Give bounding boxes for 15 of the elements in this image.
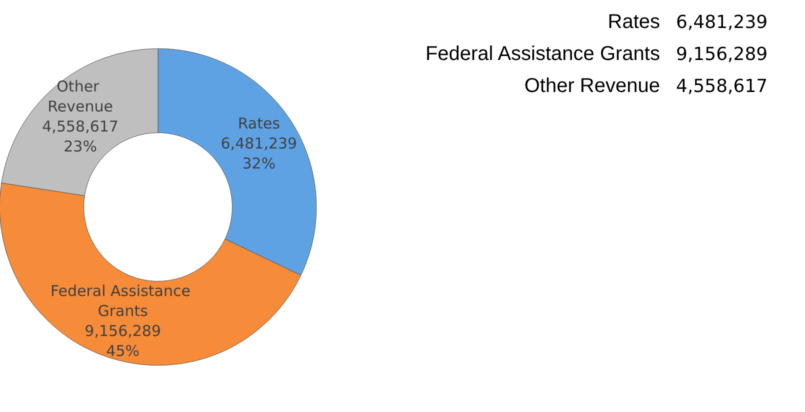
text: 9,156,289: [676, 44, 768, 64]
slice-label: Federal Assistance Grants: [50, 282, 196, 320]
text: 4,558,617: [676, 76, 768, 96]
data-label: 4,558,617: [42, 117, 118, 136]
category-label: Rates: [608, 10, 660, 32]
text: 45%: [106, 342, 140, 360]
text: 6,481,239: [676, 12, 768, 32]
slice-label: Rates: [238, 114, 280, 132]
slice-label: Other Revenue: [48, 77, 113, 116]
text: 32%: [242, 154, 276, 172]
text: 23%: [64, 137, 97, 156]
category-label: Other Revenue: [524, 74, 660, 96]
data-label: 6,481,239: [220, 134, 298, 152]
category-label: Federal Assistance Grants: [425, 42, 660, 64]
data-label: 9,156,289: [84, 322, 162, 340]
